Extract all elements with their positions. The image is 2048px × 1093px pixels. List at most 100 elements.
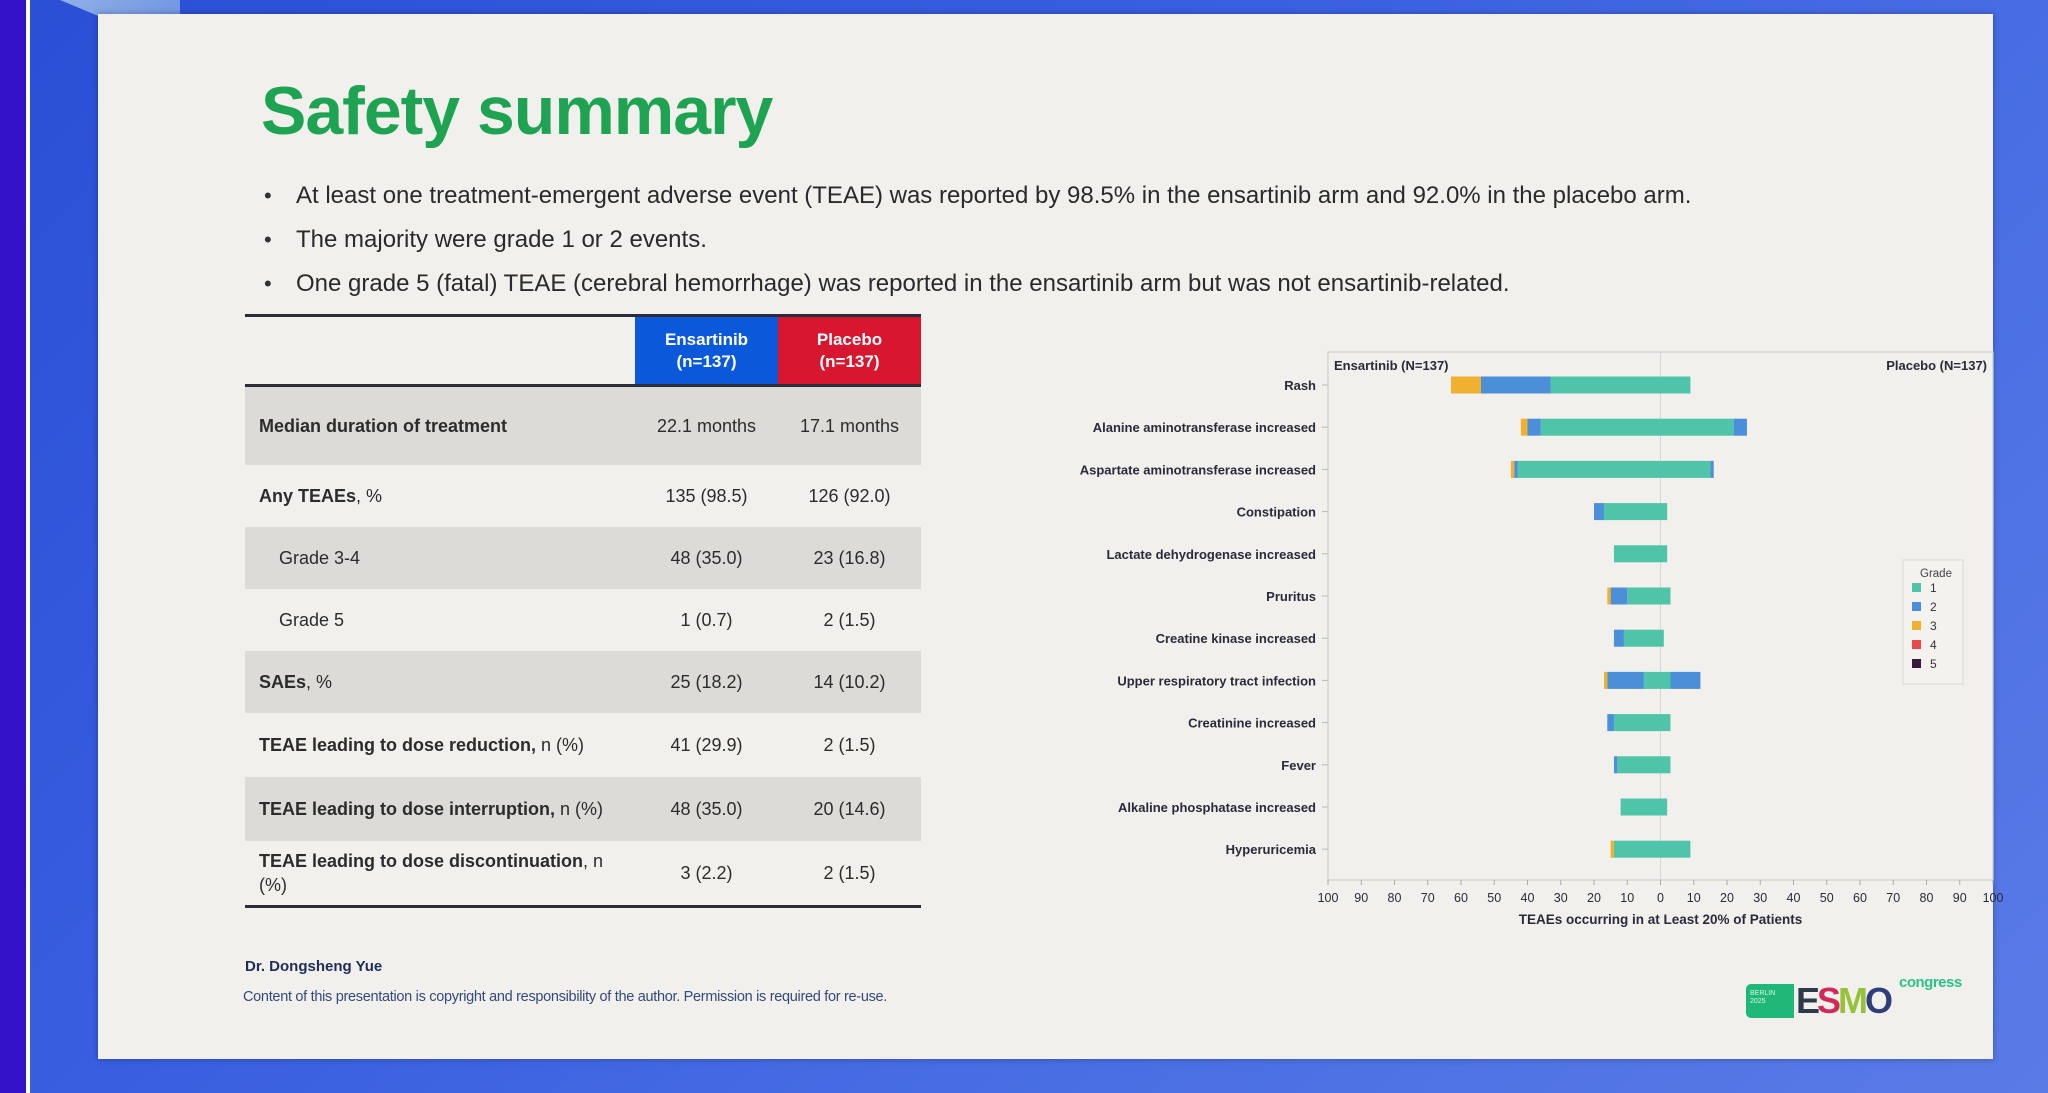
- x-tick-label: 60: [1853, 891, 1867, 905]
- bar-placebo-grade-2: [1710, 460, 1714, 478]
- teae-butterfly-chart: Ensartinib (N=137) Placebo (N=137) Rash Ala…: [1080, 351, 2003, 927]
- header-placebo-name: Placebo: [816, 329, 883, 349]
- logo-wordmark: ESMO: [1794, 983, 1893, 1019]
- category-label: Fever: [1281, 758, 1316, 773]
- logo-letter: M: [1838, 980, 1868, 1021]
- bar-placebo-grade-2: [1670, 671, 1701, 689]
- bar-ensartinib-grade-3: [1451, 376, 1481, 394]
- table-row: Any TEAEs, % 135 (98.5) 126 (92.0): [245, 465, 921, 527]
- bar-ensartinib-grade-1: [1517, 460, 1661, 478]
- ensartinib-value: 48 (35.0): [670, 547, 743, 568]
- x-tick-label: 10: [1687, 891, 1701, 905]
- table-header-row: Ensartinib (n=137) Placebo (n=137): [245, 317, 921, 387]
- row-label: SAEs, %: [245, 670, 635, 694]
- ensartinib-value: 3 (2.2): [680, 862, 733, 883]
- bar-ensartinib-grade-2: [1607, 671, 1644, 689]
- bar-placebo-grade-1: [1660, 376, 1691, 394]
- bar-ensartinib-grade-2: [1613, 756, 1618, 774]
- legend-swatch-grade-2: [1912, 602, 1921, 611]
- legend-label: 3: [1930, 619, 1937, 633]
- x-tick-label: 70: [1421, 891, 1435, 905]
- bar-ensartinib-grade-2: [1480, 376, 1551, 394]
- bar-ensartinib-grade-2: [1607, 714, 1614, 732]
- bar-placebo-grade-1: [1660, 671, 1671, 689]
- x-tick-label: 60: [1454, 891, 1468, 905]
- legend-swatch-grade-5: [1912, 659, 1921, 668]
- category-label: Hyperuricemia: [1226, 842, 1317, 857]
- bar-ensartinib-grade-2: [1613, 629, 1624, 647]
- author-name: Dr. Dongsheng Yue: [245, 958, 383, 975]
- row-label-rest: , %: [356, 486, 383, 506]
- bar-ensartinib-grade-3: [1520, 418, 1528, 436]
- bar-ensartinib-grade-1: [1613, 840, 1661, 858]
- header-blank: [245, 317, 635, 384]
- x-tick-label: 70: [1886, 891, 1900, 905]
- bar-ensartinib-grade-2: [1527, 418, 1541, 436]
- header-placebo: Placebo (n=137): [778, 317, 921, 384]
- logo-congress: congress: [1899, 974, 1962, 991]
- bar-ensartinib-grade-1: [1643, 671, 1661, 689]
- placebo-value: 126 (92.0): [808, 485, 891, 506]
- header-ensartinib-n: (n=137): [676, 351, 737, 371]
- legend-swatch-grade-1: [1912, 583, 1921, 592]
- bullet-item: At least one treatment-emergent adverse …: [258, 174, 1691, 218]
- table-row: Grade 5 1 (0.7) 2 (1.5): [245, 589, 921, 651]
- bar-ensartinib-grade-3: [1603, 671, 1608, 689]
- row-label: Any TEAEs, %: [245, 484, 635, 508]
- x-tick-label: 30: [1753, 891, 1767, 905]
- table-row: SAEs, % 25 (18.2) 14 (10.2): [245, 651, 921, 713]
- category-label: Pruritus: [1266, 589, 1316, 604]
- x-tick-label: 50: [1487, 891, 1501, 905]
- table-row: Median duration of treatment 22.1 months 1…: [245, 387, 921, 465]
- bar-placebo-grade-1: [1660, 756, 1671, 774]
- bar-ensartinib-grade-2: [1594, 503, 1604, 521]
- category-label: Creatinine increased: [1188, 716, 1316, 731]
- category-label: Alanine aminotransferase increased: [1093, 420, 1316, 435]
- bullet-item: One grade 5 (fatal) TEAE (cerebral hemor…: [258, 262, 1691, 306]
- x-axis-title: TEAEs occurring in at Least 20% of Patie…: [1519, 912, 1803, 927]
- bar-ensartinib-grade-3: [1607, 587, 1611, 605]
- placebo-value: 23 (16.8): [813, 547, 886, 568]
- x-tick-label: 40: [1787, 891, 1801, 905]
- x-tick-label: 10: [1620, 891, 1634, 905]
- category-label: Lactate dehydrogenase increased: [1106, 547, 1316, 562]
- bar-placebo-grade-1: [1660, 798, 1668, 816]
- ensartinib-value: 41 (29.9): [670, 734, 743, 755]
- safety-table: Ensartinib (n=137) Placebo (n=137) Media…: [245, 314, 921, 908]
- bar-placebo-grade-1: [1660, 587, 1671, 605]
- logo-letter: O: [1865, 980, 1893, 1021]
- bar-placebo-grade-2: [1733, 418, 1747, 436]
- x-tick-label: 0: [1657, 891, 1664, 905]
- row-label-bold: TEAE leading to dose discontinuation: [259, 851, 584, 871]
- legend-label: 1: [1930, 581, 1937, 595]
- slide: Safety summary At least one treatment-em…: [98, 14, 2003, 1059]
- row-label-bold: SAEs: [259, 672, 307, 692]
- bar-ensartinib-grade-2: [1514, 460, 1518, 478]
- bar-ensartinib-grade-1: [1603, 503, 1661, 521]
- placebo-value: 14 (10.2): [813, 671, 886, 692]
- legend-swatch-grade-4: [1912, 640, 1921, 649]
- bar-placebo-grade-1: [1660, 629, 1664, 647]
- bar-ensartinib-grade-1: [1540, 418, 1661, 436]
- table-row: TEAE leading to dose discontinuation, n …: [245, 841, 921, 905]
- ensartinib-arm-label: Ensartinib (N=137): [1334, 358, 1449, 373]
- bullet-list: At least one treatment-emergent adverse …: [258, 174, 1691, 306]
- x-tick-label: 100: [1318, 891, 1339, 905]
- table-row: TEAE leading to dose reduction, n (%) 41 …: [245, 713, 921, 777]
- logo-letter: S: [1817, 980, 1841, 1021]
- row-label: Median duration of treatment: [259, 416, 508, 436]
- legend-label: 5: [1930, 657, 1937, 671]
- x-tick-label: 20: [1587, 891, 1601, 905]
- ensartinib-value: 22.1 months: [656, 415, 757, 436]
- x-tick-label: 80: [1388, 891, 1402, 905]
- bar-ensartinib-grade-1: [1623, 629, 1661, 647]
- placebo-value: 17.1 months: [799, 415, 900, 436]
- legend-label: 4: [1930, 638, 1937, 652]
- placebo-value: 2 (1.5): [823, 734, 876, 755]
- x-tick-label: 80: [1920, 891, 1934, 905]
- row-label: TEAE leading to dose reduction, n (%): [245, 733, 635, 757]
- bar-placebo-grade-1: [1660, 714, 1671, 732]
- category-label: Rash: [1284, 378, 1316, 393]
- placebo-value: 20 (14.6): [813, 798, 886, 819]
- table-row: TEAE leading to dose interruption, n (%)…: [245, 777, 921, 841]
